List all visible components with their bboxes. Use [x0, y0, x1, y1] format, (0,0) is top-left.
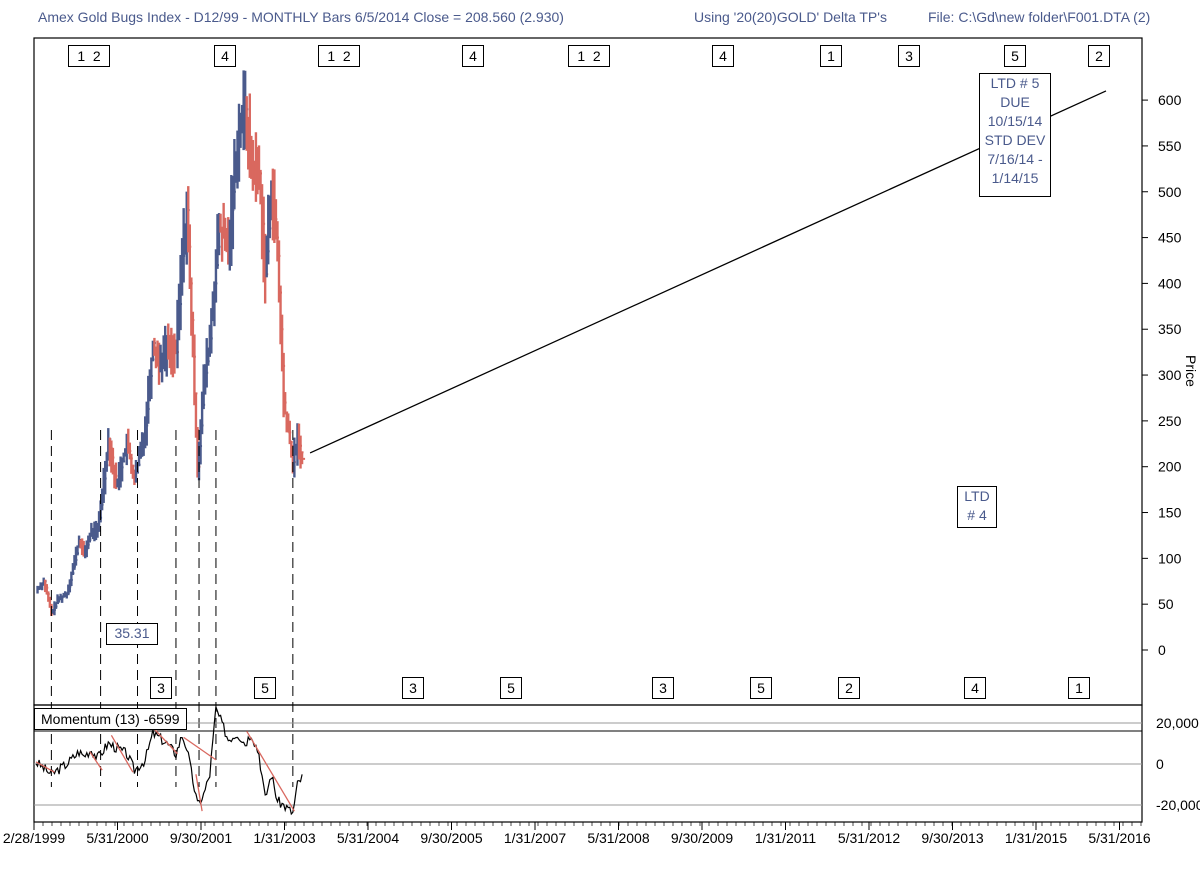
- momentum-trend-line: [110, 734, 134, 773]
- price-tick-label: 300: [1158, 367, 1182, 383]
- wave-label-top: 4: [462, 45, 484, 67]
- x-tick-label: 5/31/2004: [337, 830, 399, 846]
- wave-label-top: 5: [1004, 45, 1026, 67]
- x-tick-label: 9/30/2001: [170, 830, 232, 846]
- momentum-tick-label: 20,000: [1156, 715, 1199, 731]
- price-tick-label: 250: [1158, 413, 1182, 429]
- file-path: File: C:\Gd\new folder\F001.DTA (2): [928, 9, 1151, 25]
- wave-label-top: 2: [1088, 45, 1110, 67]
- momentum-trend-line: [183, 736, 217, 761]
- price-tick-label: 150: [1158, 505, 1182, 521]
- low-price-label: 35.31: [106, 623, 158, 645]
- wave-label-top: 3: [898, 45, 920, 67]
- momentum-value: -6599: [143, 711, 180, 727]
- momentum-trend-line: [246, 730, 295, 812]
- ltd4-annotation: LTD # 4: [957, 486, 997, 528]
- wave-label-bottom: 3: [652, 677, 674, 699]
- wave-label-top: 1: [820, 45, 842, 67]
- momentum-trend-line: [153, 728, 178, 755]
- price-tick-label: 200: [1158, 459, 1182, 475]
- momentum-trend-line: [195, 774, 203, 812]
- price-tick-label: 100: [1158, 550, 1182, 566]
- wave-label-bottom: 3: [402, 677, 424, 699]
- price-tick-label: 450: [1158, 230, 1182, 246]
- price-tick-label: 0: [1158, 642, 1166, 658]
- x-tick-label: 9/30/2009: [671, 830, 733, 846]
- x-tick-label: 1/31/2015: [1005, 830, 1067, 846]
- wave-label-bottom: 4: [964, 677, 986, 699]
- x-tick-label: 9/30/2005: [420, 830, 482, 846]
- price-tick-label: 350: [1158, 321, 1182, 337]
- price-tick-label: 50: [1158, 596, 1174, 612]
- price-tick-label: 500: [1158, 184, 1182, 200]
- ltd5-annotation: LTD # 5 DUE 10/15/14 STD DEV 7/16/14 -1/14/1…: [979, 73, 1051, 197]
- price-panel-frame: [33, 37, 1143, 706]
- method-label: Using '20(20)GOLD' Delta TP's: [694, 9, 887, 25]
- x-tick-label: 2/28/1999: [3, 830, 65, 846]
- x-tick-label: 5/31/2012: [838, 830, 900, 846]
- wave-label-bottom: 5: [750, 677, 772, 699]
- momentum-label: Momentum (13) -6599: [34, 708, 187, 730]
- wave-label-bottom: 2: [838, 677, 860, 699]
- wave-label-top: 1 2: [68, 45, 110, 67]
- wave-label-top: 1 2: [318, 45, 360, 67]
- momentum-trend-line: [35, 761, 55, 773]
- wave-label-bottom: 1: [1068, 677, 1090, 699]
- momentum-name: Momentum (13): [41, 711, 140, 727]
- wave-label-bottom: 5: [254, 677, 276, 699]
- momentum-tick-label: 0: [1156, 756, 1164, 772]
- price-tick-label: 550: [1158, 138, 1182, 154]
- momentum-tick-label: -20,000: [1156, 797, 1200, 813]
- momentum-trend-line: [89, 751, 103, 771]
- x-tick-label: 1/31/2007: [504, 830, 566, 846]
- price-tick-label: 600: [1158, 92, 1182, 108]
- price-tick-label: 400: [1158, 275, 1182, 291]
- wave-label-bottom: 3: [150, 677, 172, 699]
- chart-title: Amex Gold Bugs Index - D12/99 - MONTHLY …: [38, 9, 564, 25]
- price-axis-label: Price: [1183, 355, 1199, 387]
- x-tick-label: 5/31/2016: [1088, 830, 1150, 846]
- wave-label-bottom: 5: [500, 677, 522, 699]
- x-tick-label: 1/31/2011: [755, 830, 816, 846]
- wave-label-top: 4: [712, 45, 734, 67]
- x-tick-label: 5/31/2008: [587, 830, 649, 846]
- x-tick-label: 9/30/2013: [921, 830, 983, 846]
- x-tick-label: 5/31/2000: [86, 830, 148, 846]
- x-tick-label: 1/31/2003: [253, 830, 315, 846]
- wave-label-top: 1 2: [568, 45, 610, 67]
- projection-line: [309, 90, 1107, 454]
- wave-label-top: 4: [214, 45, 236, 67]
